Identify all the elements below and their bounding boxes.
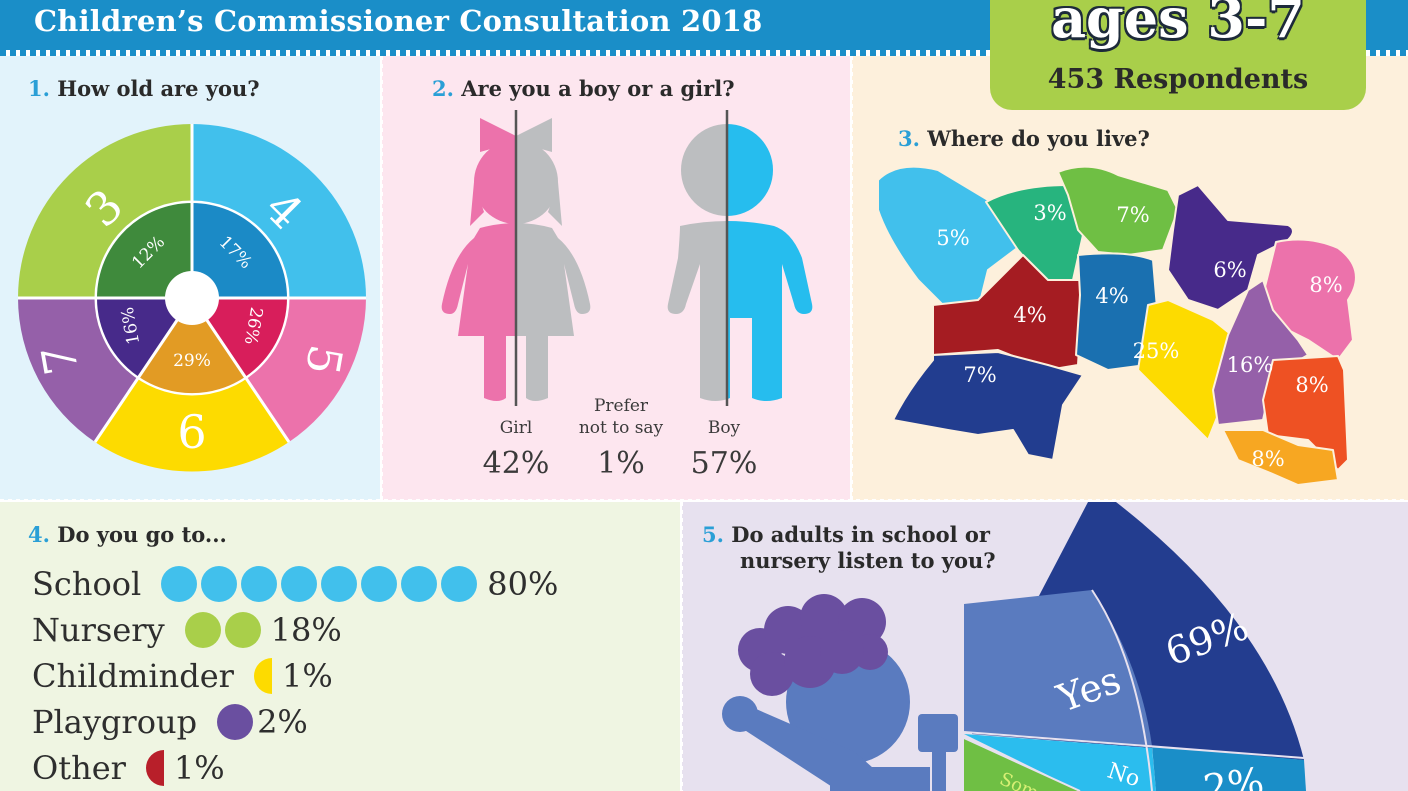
q3-title: 3. Where do you live? bbox=[898, 126, 1150, 151]
dot-bar bbox=[145, 750, 168, 786]
q4-title: 4. Do you go to... bbox=[28, 522, 227, 547]
yes-inner-segment bbox=[964, 590, 1152, 746]
gender-figures bbox=[441, 110, 813, 406]
dot-bar bbox=[217, 704, 257, 740]
region-e2 bbox=[1262, 355, 1349, 471]
girl-pct: 42% bbox=[482, 446, 550, 481]
region-c bbox=[1075, 252, 1159, 371]
page-title: Children’s Commissioner Consultation 201… bbox=[34, 4, 763, 38]
age-3-inner bbox=[97, 203, 192, 298]
setting-row-playgroup: Playgroup 2% bbox=[32, 703, 308, 741]
child-figure-icon bbox=[722, 594, 958, 791]
dot-icon bbox=[241, 566, 278, 602]
dot-icon bbox=[281, 566, 318, 602]
parish-map: 5% 3% 7% 6% 8% 4% 4% 25% 16% 8% 7% 8% bbox=[877, 165, 1357, 486]
dot-icon bbox=[401, 566, 438, 602]
divider bbox=[680, 502, 683, 791]
no-inner-segment bbox=[964, 734, 1156, 791]
svg-text:7%: 7% bbox=[963, 363, 996, 387]
svg-text:6%: 6% bbox=[1213, 258, 1246, 282]
region-n2 bbox=[1057, 165, 1179, 256]
prefer-pct: 1% bbox=[597, 446, 645, 481]
region-ne1 bbox=[1167, 184, 1294, 311]
age-donut-chart: 3 4 5 6 7 12% 17% 26% 29% 16% bbox=[18, 124, 366, 472]
age-range: ages 3-7 bbox=[1051, 0, 1305, 50]
prefer-label-line2: not to say bbox=[578, 418, 664, 438]
svg-text:16%: 16% bbox=[1227, 353, 1274, 377]
svg-text:7%: 7% bbox=[1116, 203, 1149, 227]
dot-bar bbox=[253, 658, 276, 694]
region-ne2 bbox=[1262, 238, 1357, 361]
dot-icon bbox=[321, 566, 358, 602]
svg-text:4%: 4% bbox=[1013, 303, 1046, 327]
q5-title: 5. Do adults in school or nursery listen… bbox=[702, 522, 996, 574]
q1-title: 1. How old are you? bbox=[28, 76, 260, 101]
age-6-inner bbox=[139, 298, 245, 394]
svg-text:25%: 25% bbox=[1133, 339, 1180, 363]
listen-megaphone-chart: Yes 69% No 2% Som bbox=[722, 502, 1306, 791]
dot-icon bbox=[184, 612, 221, 648]
age-4-inner bbox=[192, 203, 287, 298]
region-sw bbox=[892, 351, 1084, 461]
boy-label: Boy bbox=[707, 418, 741, 438]
dot-icon bbox=[224, 612, 261, 648]
boy-pct: 57% bbox=[690, 446, 758, 481]
svg-text:8%: 8% bbox=[1309, 273, 1342, 297]
girl-label: Girl bbox=[499, 418, 533, 438]
svg-text:6: 6 bbox=[177, 405, 206, 459]
dot-icon bbox=[201, 566, 238, 602]
prefer-label-line1: Prefer bbox=[593, 396, 649, 416]
setting-row-nursery: Nursery 18% bbox=[32, 611, 342, 649]
svg-text:29%: 29% bbox=[173, 351, 211, 371]
age-7-inner bbox=[96, 298, 192, 377]
age-badge: ages 3-7 453 Respondents bbox=[990, 0, 1366, 110]
svg-text:8%: 8% bbox=[1251, 447, 1284, 471]
dot-icon bbox=[217, 704, 254, 740]
svg-text:5%: 5% bbox=[936, 226, 969, 250]
dot-bar bbox=[161, 566, 481, 602]
q2-title: 2. Are you a boy or a girl? bbox=[432, 76, 735, 101]
divider bbox=[380, 56, 383, 500]
setting-row-school: School 80% bbox=[32, 565, 559, 603]
no-outer-segment bbox=[1152, 746, 1306, 791]
setting-row-other: Other 1% bbox=[32, 749, 225, 787]
half-dot-icon bbox=[145, 750, 164, 786]
panel-setting bbox=[0, 502, 680, 791]
dot-bar bbox=[184, 612, 265, 648]
dot-icon bbox=[161, 566, 198, 602]
region-se bbox=[1222, 429, 1339, 486]
dot-icon bbox=[361, 566, 398, 602]
respondents-count: 453 Respondents bbox=[1047, 64, 1309, 95]
svg-text:4%: 4% bbox=[1095, 284, 1128, 308]
divider bbox=[0, 499, 1408, 502]
svg-text:8%: 8% bbox=[1295, 373, 1328, 397]
svg-text:3%: 3% bbox=[1033, 201, 1066, 225]
half-dot-icon bbox=[253, 658, 272, 694]
age-5-inner bbox=[192, 298, 288, 377]
dot-icon bbox=[441, 566, 478, 602]
setting-row-childminder: Childminder 1% bbox=[32, 657, 333, 695]
divider bbox=[850, 56, 853, 500]
